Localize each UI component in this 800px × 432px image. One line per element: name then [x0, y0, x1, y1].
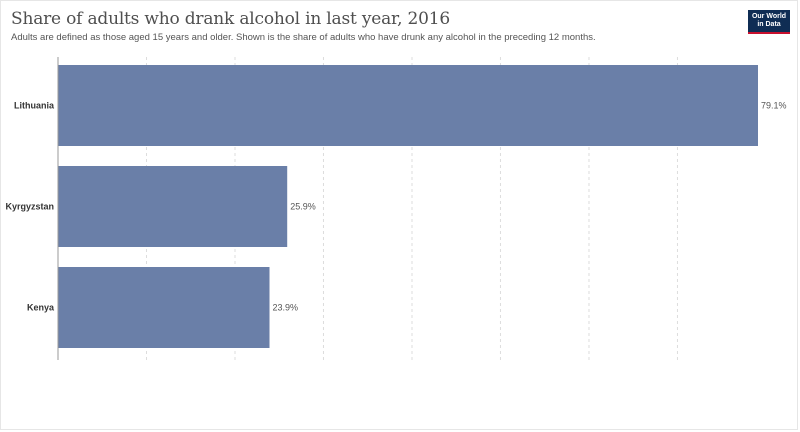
value-label: 25.9% — [290, 202, 316, 212]
bar-kenya — [58, 267, 270, 348]
chart-subtitle: Adults are defined as those aged 15 year… — [11, 32, 596, 43]
logo-line-1: Our World — [751, 13, 787, 20]
category-label: Kenya — [27, 303, 55, 313]
value-label: 79.1% — [761, 101, 787, 111]
bar-kyrgyzstan — [58, 166, 288, 247]
chart-title: Share of adults who drank alcohol in las… — [11, 9, 450, 29]
bar-lithuania — [58, 65, 758, 146]
logo-line-2: in Data — [757, 21, 781, 28]
owid-logo[interactable]: Our World in Data — [748, 10, 790, 34]
category-label: Kyrgyzstan — [5, 202, 54, 212]
category-label: Lithuania — [14, 101, 55, 111]
value-label: 23.9% — [273, 303, 299, 313]
